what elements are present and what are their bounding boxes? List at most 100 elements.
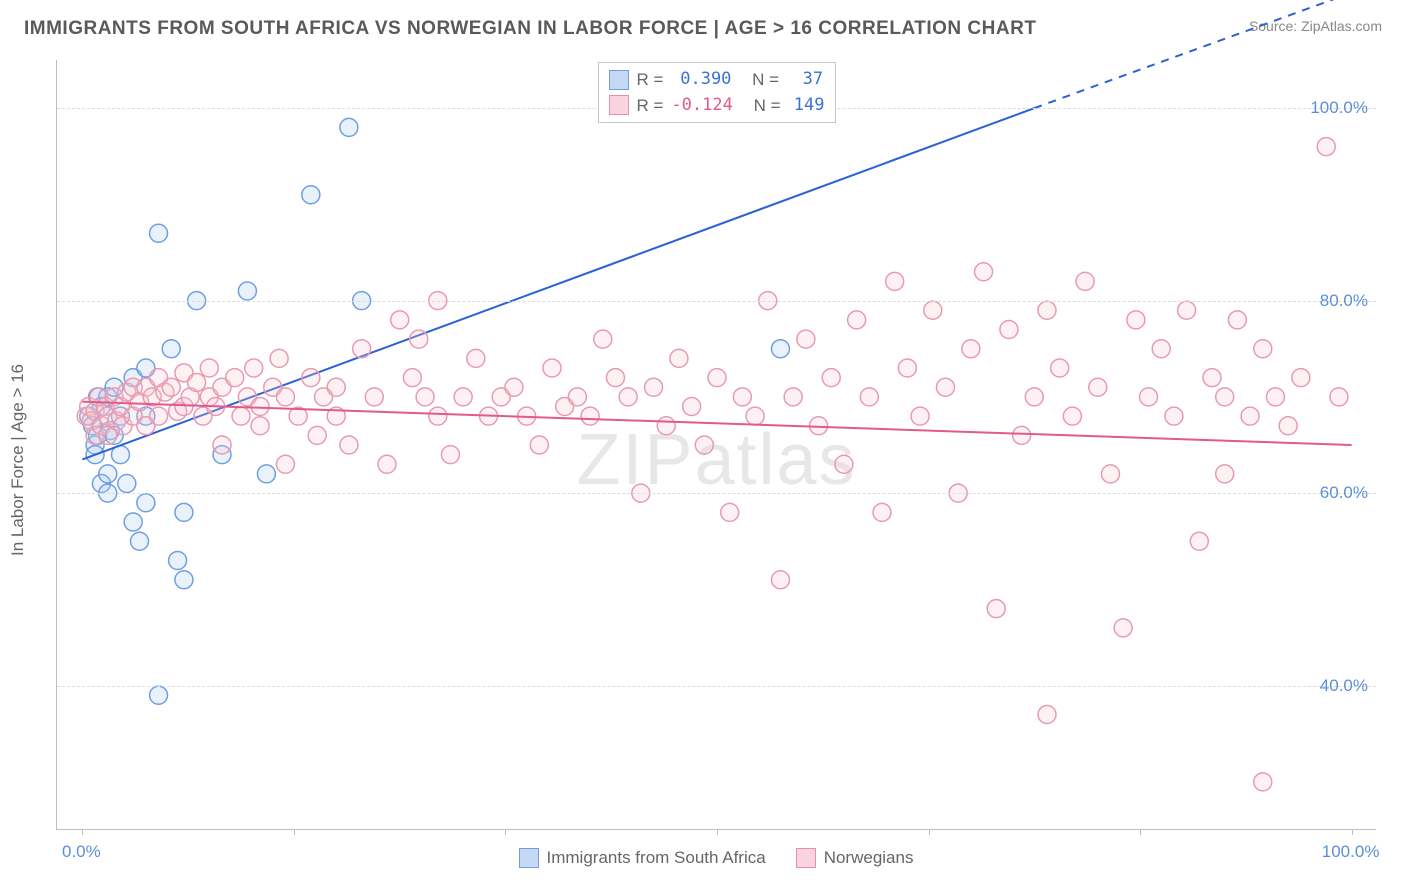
data-point-norwegians xyxy=(645,378,663,396)
data-point-norwegians xyxy=(505,378,523,396)
data-point-norwegians xyxy=(1025,388,1043,406)
data-point-norwegians xyxy=(708,369,726,387)
data-point-norwegians xyxy=(200,359,218,377)
data-point-norwegians xyxy=(454,388,472,406)
data-point-norwegians xyxy=(911,407,929,425)
r-value-series-2: -0.124 xyxy=(671,93,732,119)
gridline-h xyxy=(57,301,1376,302)
data-point-norwegians xyxy=(873,503,891,521)
data-point-south_africa xyxy=(150,686,168,704)
data-point-norwegians xyxy=(1152,340,1170,358)
data-point-norwegians xyxy=(1051,359,1069,377)
data-point-norwegians xyxy=(1216,465,1234,483)
data-point-norwegians xyxy=(733,388,751,406)
data-point-norwegians xyxy=(213,436,231,454)
data-point-norwegians xyxy=(1317,138,1335,156)
data-point-norwegians xyxy=(975,263,993,281)
data-point-south_africa xyxy=(150,224,168,242)
data-point-norwegians xyxy=(403,369,421,387)
source-link[interactable]: ZipAtlas.com xyxy=(1301,18,1382,34)
legend-swatch-1 xyxy=(519,848,539,868)
data-point-norwegians xyxy=(1013,426,1031,444)
data-point-norwegians xyxy=(1266,388,1284,406)
data-point-norwegians xyxy=(835,455,853,473)
data-point-norwegians xyxy=(410,330,428,348)
data-point-norwegians xyxy=(365,388,383,406)
swatch-series-1 xyxy=(608,70,628,90)
data-point-norwegians xyxy=(924,301,942,319)
data-point-norwegians xyxy=(1101,465,1119,483)
data-point-south_africa xyxy=(162,340,180,358)
source-label: Source: xyxy=(1249,18,1297,34)
n-value-series-2: 149 xyxy=(789,93,825,119)
legend-swatch-2 xyxy=(796,848,816,868)
r-label: R = xyxy=(636,93,663,119)
data-point-norwegians xyxy=(1127,311,1145,329)
data-point-norwegians xyxy=(1140,388,1158,406)
data-point-norwegians xyxy=(467,349,485,367)
n-value-series-1: 37 xyxy=(787,67,823,93)
data-point-norwegians xyxy=(1038,301,1056,319)
legend-label-1: Immigrants from South Africa xyxy=(547,848,766,868)
data-point-south_africa xyxy=(302,186,320,204)
data-point-norwegians xyxy=(429,407,447,425)
data-point-norwegians xyxy=(1076,272,1094,290)
data-point-norwegians xyxy=(270,349,288,367)
data-point-norwegians xyxy=(162,378,180,396)
data-point-norwegians xyxy=(670,349,688,367)
chart-container: In Labor Force | Age > 16 ZIPatlas R = 0… xyxy=(0,50,1406,870)
r-value-series-1: 0.390 xyxy=(671,67,731,93)
data-point-norwegians xyxy=(226,369,244,387)
x-tick xyxy=(505,829,506,835)
data-point-norwegians xyxy=(1254,773,1272,791)
data-point-norwegians xyxy=(987,600,1005,618)
data-point-norwegians xyxy=(232,407,250,425)
data-point-norwegians xyxy=(1241,407,1259,425)
data-point-norwegians xyxy=(1000,321,1018,339)
data-point-norwegians xyxy=(308,426,326,444)
x-tick xyxy=(929,829,930,835)
y-axis-title: In Labor Force | Age > 16 xyxy=(8,364,28,556)
data-point-norwegians xyxy=(543,359,561,377)
data-point-norwegians xyxy=(619,388,637,406)
data-point-norwegians xyxy=(1228,311,1246,329)
y-tick-label: 100.0% xyxy=(1310,98,1368,118)
data-point-norwegians xyxy=(378,455,396,473)
x-tick-label: 0.0% xyxy=(62,842,101,862)
data-point-norwegians xyxy=(1165,407,1183,425)
legend-item-1: Immigrants from South Africa xyxy=(519,848,766,868)
data-point-norwegians xyxy=(251,417,269,435)
data-point-norwegians xyxy=(657,417,675,435)
data-point-norwegians xyxy=(581,407,599,425)
data-point-south_africa xyxy=(175,503,193,521)
data-point-norwegians xyxy=(416,388,434,406)
data-point-norwegians xyxy=(391,311,409,329)
data-point-norwegians xyxy=(784,388,802,406)
data-point-south_africa xyxy=(118,475,136,493)
data-point-norwegians xyxy=(1038,706,1056,724)
bottom-legend: Immigrants from South Africa Norwegians xyxy=(56,848,1376,868)
stats-row-series-1: R = 0.390 N = 37 xyxy=(608,67,824,93)
stats-row-series-2: R = -0.124 N = 149 xyxy=(608,93,824,119)
legend-label-2: Norwegians xyxy=(824,848,914,868)
y-tick-label: 40.0% xyxy=(1320,676,1368,696)
data-point-south_africa xyxy=(257,465,275,483)
data-point-norwegians xyxy=(771,571,789,589)
data-point-south_africa xyxy=(137,494,155,512)
data-point-south_africa xyxy=(771,340,789,358)
data-point-norwegians xyxy=(594,330,612,348)
data-point-norwegians xyxy=(276,455,294,473)
data-point-norwegians xyxy=(695,436,713,454)
data-point-norwegians xyxy=(936,378,954,396)
data-point-norwegians xyxy=(302,369,320,387)
source-attribution: Source: ZipAtlas.com xyxy=(1249,18,1382,34)
x-tick xyxy=(294,829,295,835)
data-point-south_africa xyxy=(238,282,256,300)
data-point-norwegians xyxy=(1203,369,1221,387)
data-point-norwegians xyxy=(898,359,916,377)
gridline-h xyxy=(57,686,1376,687)
data-point-south_africa xyxy=(131,532,149,550)
x-tick-label: 100.0% xyxy=(1322,842,1380,862)
n-label: N = xyxy=(752,67,779,93)
swatch-series-2 xyxy=(608,95,628,115)
